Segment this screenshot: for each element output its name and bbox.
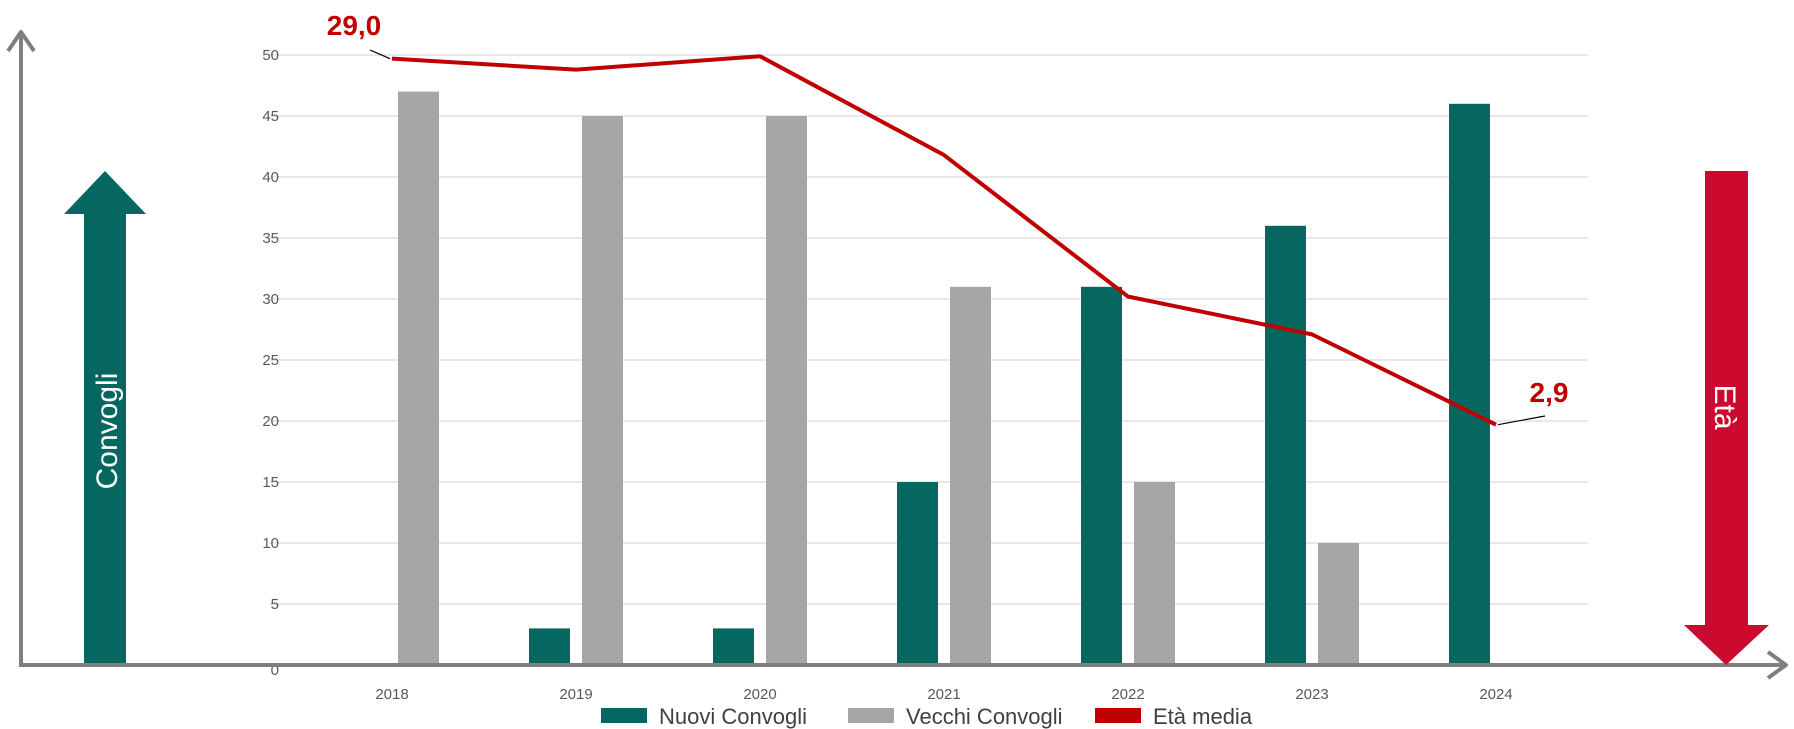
y-tick-label: 10 — [262, 535, 279, 552]
bar-nuovi-convogli — [529, 628, 570, 665]
start-annotation-leader — [369, 49, 391, 60]
x-tick-label: 2022 — [1111, 686, 1144, 703]
legend-label: Vecchi Convogli — [906, 704, 1063, 729]
x-axis-ticks: 2018 2019 2020 2021 2022 2023 2024 — [375, 686, 1512, 703]
annotations: 29,0 2,9 — [327, 10, 1569, 426]
bar-vecchi-convogli — [1318, 543, 1359, 665]
bar-nuovi-convogli — [897, 482, 938, 665]
y-tick-label: 15 — [262, 474, 279, 491]
bar-nuovi-convogli — [1081, 286, 1122, 665]
bar-nuovi-convogli — [1265, 225, 1306, 666]
x-tick-label: 2020 — [743, 686, 776, 703]
bar-nuovi-convogli — [713, 628, 754, 665]
legend-swatch — [1095, 708, 1141, 723]
bar-vecchi-convogli — [1134, 482, 1175, 665]
age-line-layer — [391, 54, 1497, 427]
y-tick-label: 40 — [262, 169, 279, 186]
bar-vecchi-convogli — [582, 116, 623, 665]
y-tick-label: 35 — [262, 230, 279, 247]
y-tick-label: 30 — [262, 291, 279, 308]
y-tick-label: 50 — [262, 47, 279, 64]
bars — [398, 91, 1490, 666]
start-age-annotation: 29,0 — [327, 10, 382, 41]
y-axis-ticks: 0 5 10 15 20 25 30 35 40 45 50 — [262, 47, 279, 679]
x-tick-label: 2019 — [559, 686, 592, 703]
eta-media-line — [391, 54, 1497, 427]
x-axis-arrowhead-icon — [1766, 650, 1788, 680]
y-tick-label: 20 — [262, 413, 279, 430]
bar-vecchi-convogli — [398, 91, 439, 666]
gridlines — [270, 54, 1588, 605]
end-age-annotation: 2,9 — [1530, 377, 1569, 408]
x-tick-label: 2024 — [1479, 686, 1512, 703]
x-tick-label: 2018 — [375, 686, 408, 703]
bar-vecchi-convogli — [766, 116, 807, 665]
legend-label: Nuovi Convogli — [659, 704, 807, 729]
y-tick-label: 25 — [262, 352, 279, 369]
y-tick-label: 5 — [271, 596, 279, 613]
legend: Nuovi Convogli Vecchi Convogli Età media — [601, 704, 1253, 729]
down-arrow-icon — [1684, 171, 1769, 665]
y-tick-label: 45 — [262, 108, 279, 125]
right-arrow-label: Età — [1708, 384, 1741, 429]
legend-swatch — [601, 708, 647, 723]
legend-label: Età media — [1153, 704, 1253, 729]
x-tick-label: 2023 — [1295, 686, 1328, 703]
bar-vecchi-convogli — [950, 286, 991, 665]
y-axis-arrowhead-icon — [6, 30, 36, 53]
left-arrow-label: Convogli — [91, 373, 124, 490]
end-annotation-leader — [1497, 415, 1546, 426]
legend-swatch — [848, 708, 894, 723]
x-tick-label: 2021 — [927, 686, 960, 703]
up-arrow-icon — [64, 171, 146, 663]
y-tick-label: 0 — [271, 662, 279, 679]
bar-nuovi-convogli — [1449, 103, 1490, 666]
